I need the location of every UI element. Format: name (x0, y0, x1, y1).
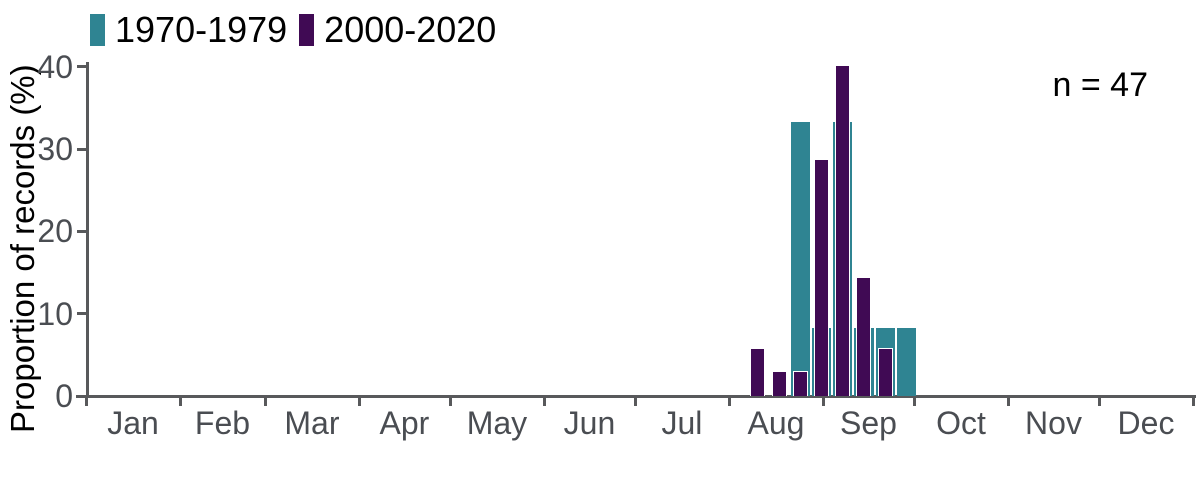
x-tick (542, 397, 546, 406)
bar-2000-2020 (835, 65, 851, 396)
y-tick-label: 10 (37, 295, 73, 332)
x-tick-label: Apr (379, 405, 430, 441)
x-tick-label: Jul (661, 405, 703, 441)
x-tick-label: Sep (840, 405, 897, 441)
legend-swatch-1970-1979-icon (90, 14, 105, 46)
x-tick-label: Dec (1117, 405, 1175, 441)
x-tick (1006, 397, 1010, 406)
chart-legend: 1970-1979 2000-2020 (90, 12, 496, 48)
y-tick-label: 20 (37, 213, 73, 250)
x-tick-label: Jan (107, 405, 159, 441)
legend-item-1970-1979: 1970-1979 (90, 12, 287, 48)
bar-2000-2020 (750, 347, 766, 396)
x-tick (1192, 397, 1195, 406)
x-tick (633, 397, 637, 406)
sample-size-annotation: n = 47 (1052, 66, 1148, 104)
bar-1970-1979 (790, 121, 810, 396)
bar-2000-2020 (877, 347, 893, 396)
x-tick-label: Mar (284, 405, 340, 441)
x-tick-label: May (466, 405, 528, 441)
x-tick (85, 397, 88, 406)
y-tick (77, 147, 86, 151)
x-tick (448, 397, 452, 406)
x-tick-label: Feb (194, 405, 251, 441)
y-tick-label: 40 (37, 48, 73, 85)
bar-2000-2020 (771, 370, 787, 396)
x-tick (179, 397, 183, 406)
x-tick-label: Aug (747, 405, 805, 441)
bar-2000-2020 (813, 159, 829, 396)
x-tick (821, 397, 825, 406)
x-tick-label: Oct (936, 405, 986, 441)
x-tick (263, 397, 267, 406)
x-tick (1097, 397, 1101, 406)
x-tick (912, 397, 916, 406)
y-tick (77, 229, 86, 233)
y-tick (77, 394, 86, 398)
y-tick (77, 65, 86, 69)
x-tick-label: Jun (563, 405, 616, 441)
bar-2000-2020 (792, 370, 808, 396)
x-axis-line (76, 395, 1196, 398)
x-tick (357, 397, 361, 406)
y-axis-line (86, 62, 89, 398)
legend-label-2000-2020: 2000-2020 (324, 9, 497, 50)
legend-label-1970-1979: 1970-1979 (115, 9, 288, 50)
x-tick-label: Nov (1025, 405, 1082, 441)
bar-1970-1979 (896, 327, 916, 396)
legend-item-2000-2020: 2000-2020 (299, 12, 496, 48)
y-tick-label: 30 (37, 131, 73, 168)
bar-2000-2020 (856, 276, 872, 396)
legend-swatch-2000-2020-icon (299, 14, 315, 46)
y-tick-label: 0 (55, 378, 73, 414)
x-tick (727, 397, 731, 406)
y-tick (77, 312, 86, 316)
